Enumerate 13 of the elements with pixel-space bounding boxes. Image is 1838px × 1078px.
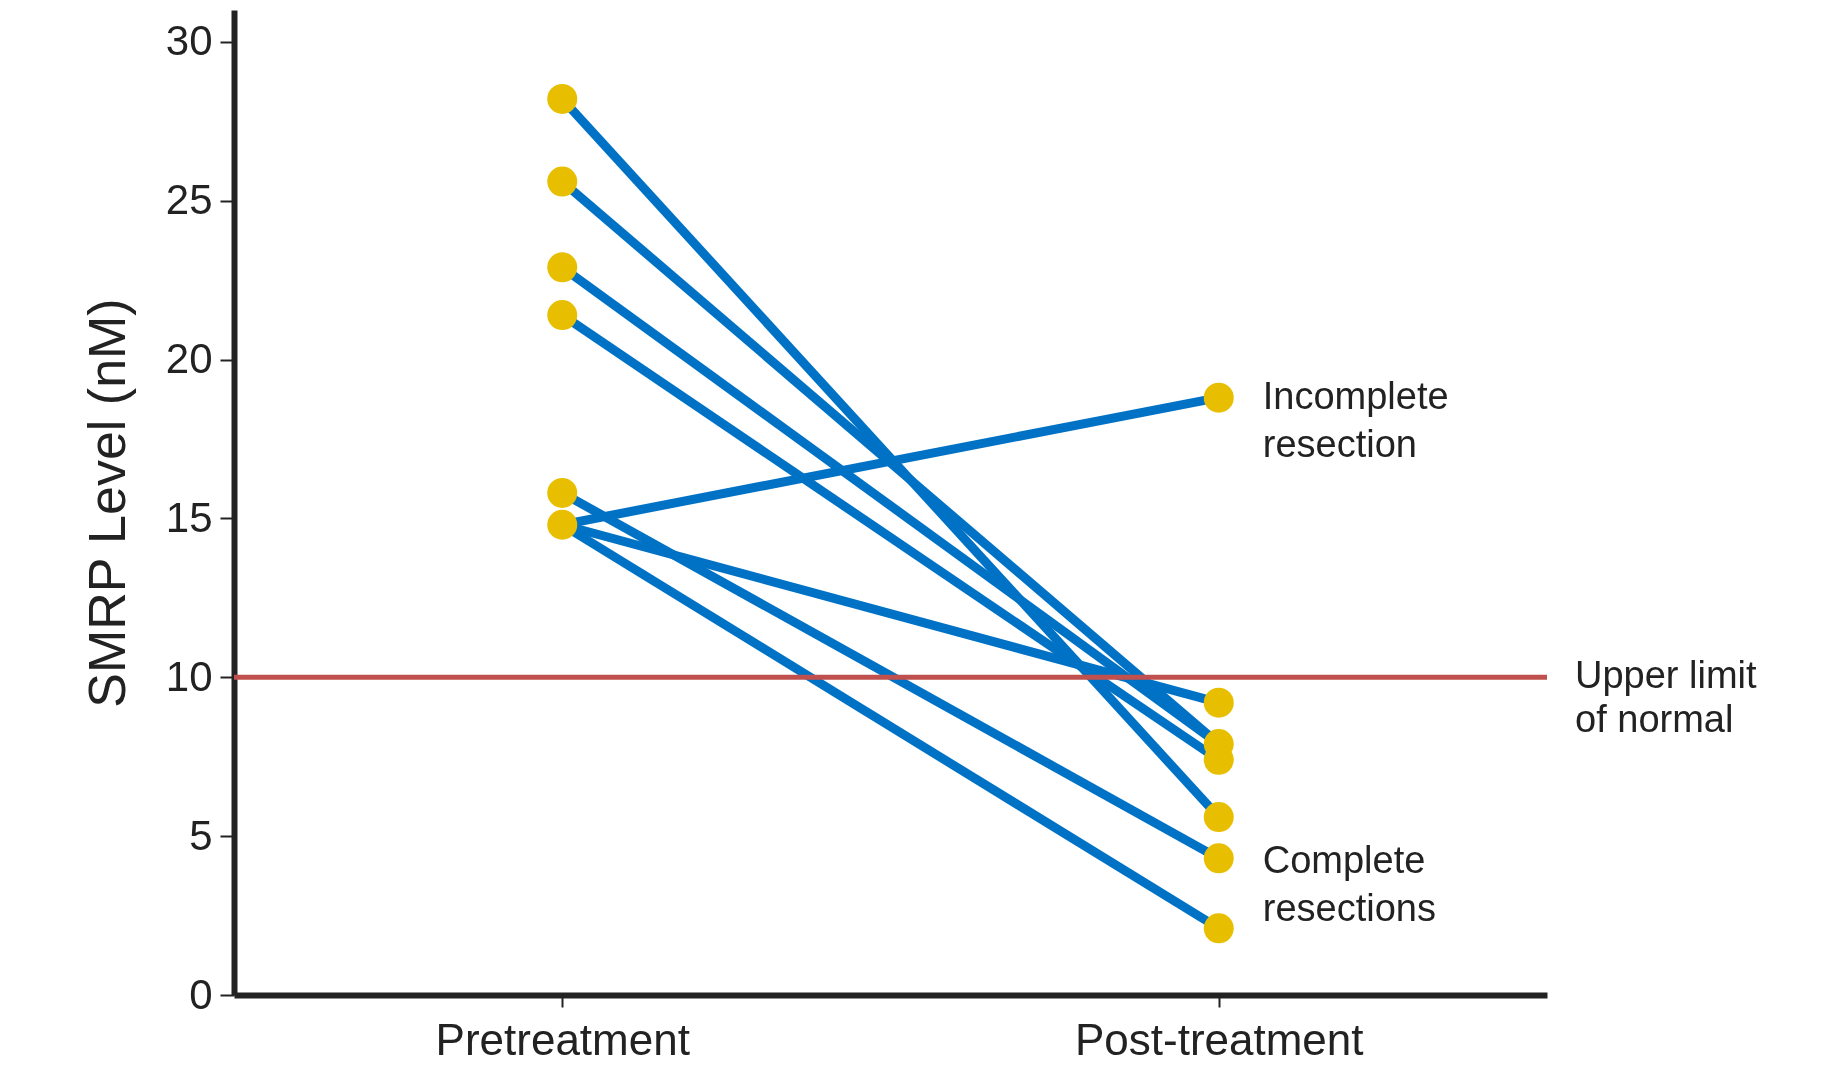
y-tick-label: 5 bbox=[189, 811, 213, 859]
y-tick-label: 30 bbox=[165, 17, 213, 65]
y-tick-label: 10 bbox=[165, 652, 213, 700]
ref-line-label: Upper limit of normal bbox=[1575, 654, 1758, 741]
x-tick-label: Pretreatment bbox=[435, 1014, 690, 1064]
x-tick-label: Post-treatment bbox=[1074, 1014, 1364, 1064]
y-axis-title: SMRP Level (nM) bbox=[77, 298, 136, 708]
y-tick-label: 25 bbox=[165, 176, 213, 224]
y-tick-label: 0 bbox=[189, 970, 213, 1018]
annotation: Complete resections bbox=[1262, 838, 1436, 929]
annotation: Incomplete resection bbox=[1262, 374, 1449, 465]
y-tick-label: 20 bbox=[165, 335, 213, 383]
y-tick-label: 15 bbox=[165, 493, 213, 541]
